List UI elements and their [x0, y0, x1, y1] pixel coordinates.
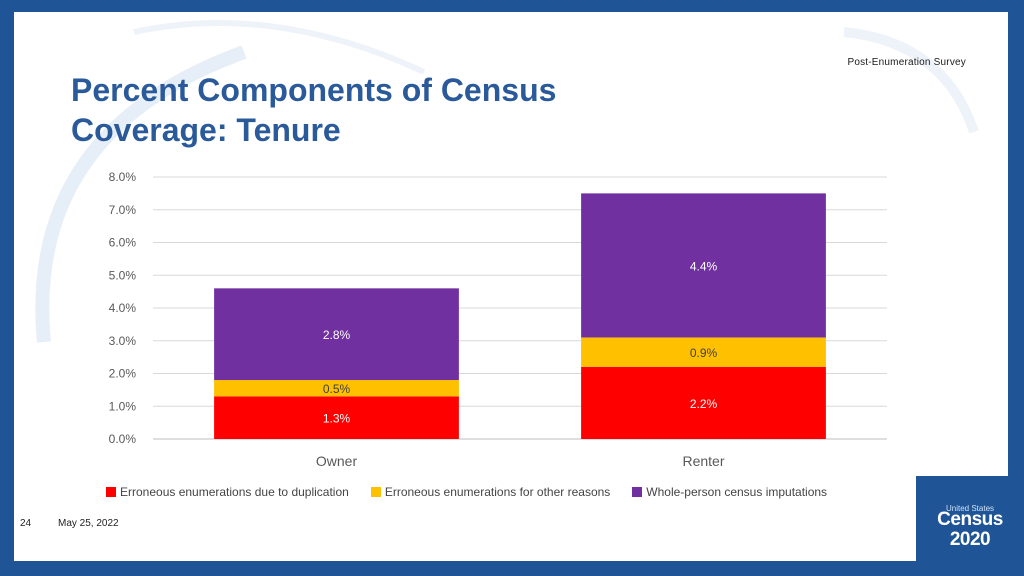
stacked-bar-chart: 0.0% 1.0% 2.0% 3.0% 4.0% 5.0% 6.0% 7.0% 8.0% 1.3%… — [109, 170, 887, 469]
bar-segment — [581, 337, 826, 367]
data-label: 2.8% — [323, 328, 351, 342]
y-tick-label: 8.0% — [109, 170, 137, 184]
decorative-arc-left — [35, 45, 247, 343]
x-category-label: Owner — [316, 453, 358, 469]
footer-date: May 25, 2022 — [58, 518, 119, 529]
legend-label: Erroneous enumerations due to duplicatio… — [120, 485, 349, 499]
legend-label: Erroneous enumerations for other reasons — [384, 485, 611, 499]
data-label: 2.2% — [690, 397, 718, 411]
y-tick-label: 7.0% — [109, 203, 137, 217]
legend-item: Erroneous enumerations due to duplicatio… — [106, 485, 349, 499]
legend-item: Erroneous enumerations for other reasons — [370, 485, 611, 499]
logo-word-year: 2020 — [949, 529, 991, 550]
census-2020-logo: United States Census 2020 — [916, 476, 1024, 576]
data-label: 4.4% — [690, 259, 718, 273]
y-tick-label: 2.0% — [109, 367, 137, 381]
legend-swatch — [632, 487, 643, 497]
y-tick-label: 6.0% — [109, 236, 137, 250]
title-line-1: Percent Components of Census — [71, 72, 557, 108]
decorative-arc-top — [133, 20, 426, 75]
y-tick-label: 1.0% — [109, 399, 137, 413]
legend-swatch — [106, 487, 116, 497]
survey-tag: Post-Enumeration Survey — [847, 57, 966, 68]
y-tick-label: 4.0% — [109, 301, 137, 315]
decorative-arc-right — [843, 27, 979, 134]
logo-word-census: Census — [937, 509, 1003, 530]
chart-legend: Erroneous enumerations due to duplicatio… — [106, 485, 827, 499]
legend-label: Whole-person census imputations — [646, 485, 828, 499]
bar-segment — [214, 380, 459, 397]
legend-swatch — [370, 487, 381, 497]
y-tick-label: 0.0% — [109, 432, 137, 446]
bar-segment — [214, 396, 459, 439]
decorative-arcs — [35, 20, 979, 343]
legend-item: Whole-person census imputations — [632, 485, 827, 499]
x-category-label: Renter — [682, 453, 724, 469]
data-label: 1.3% — [323, 412, 351, 426]
bar-segment — [581, 193, 826, 338]
title-line-2: Coverage: Tenure — [71, 112, 341, 148]
page-title: Percent Components of Census Coverage: T… — [71, 70, 671, 150]
logo-wordmark: Census 2020 — [916, 510, 1024, 550]
slide: Post-Enumeration Survey Percent Componen… — [14, 12, 1008, 561]
logo-subtitle: United States — [945, 504, 995, 513]
data-label: 0.5% — [323, 382, 351, 396]
y-tick-label: 3.0% — [109, 334, 137, 348]
page-number: 24 — [20, 518, 32, 529]
data-label: 0.9% — [690, 346, 718, 360]
y-tick-label: 5.0% — [109, 268, 137, 282]
bar-segment — [581, 366, 826, 439]
bar-segment — [214, 288, 459, 381]
